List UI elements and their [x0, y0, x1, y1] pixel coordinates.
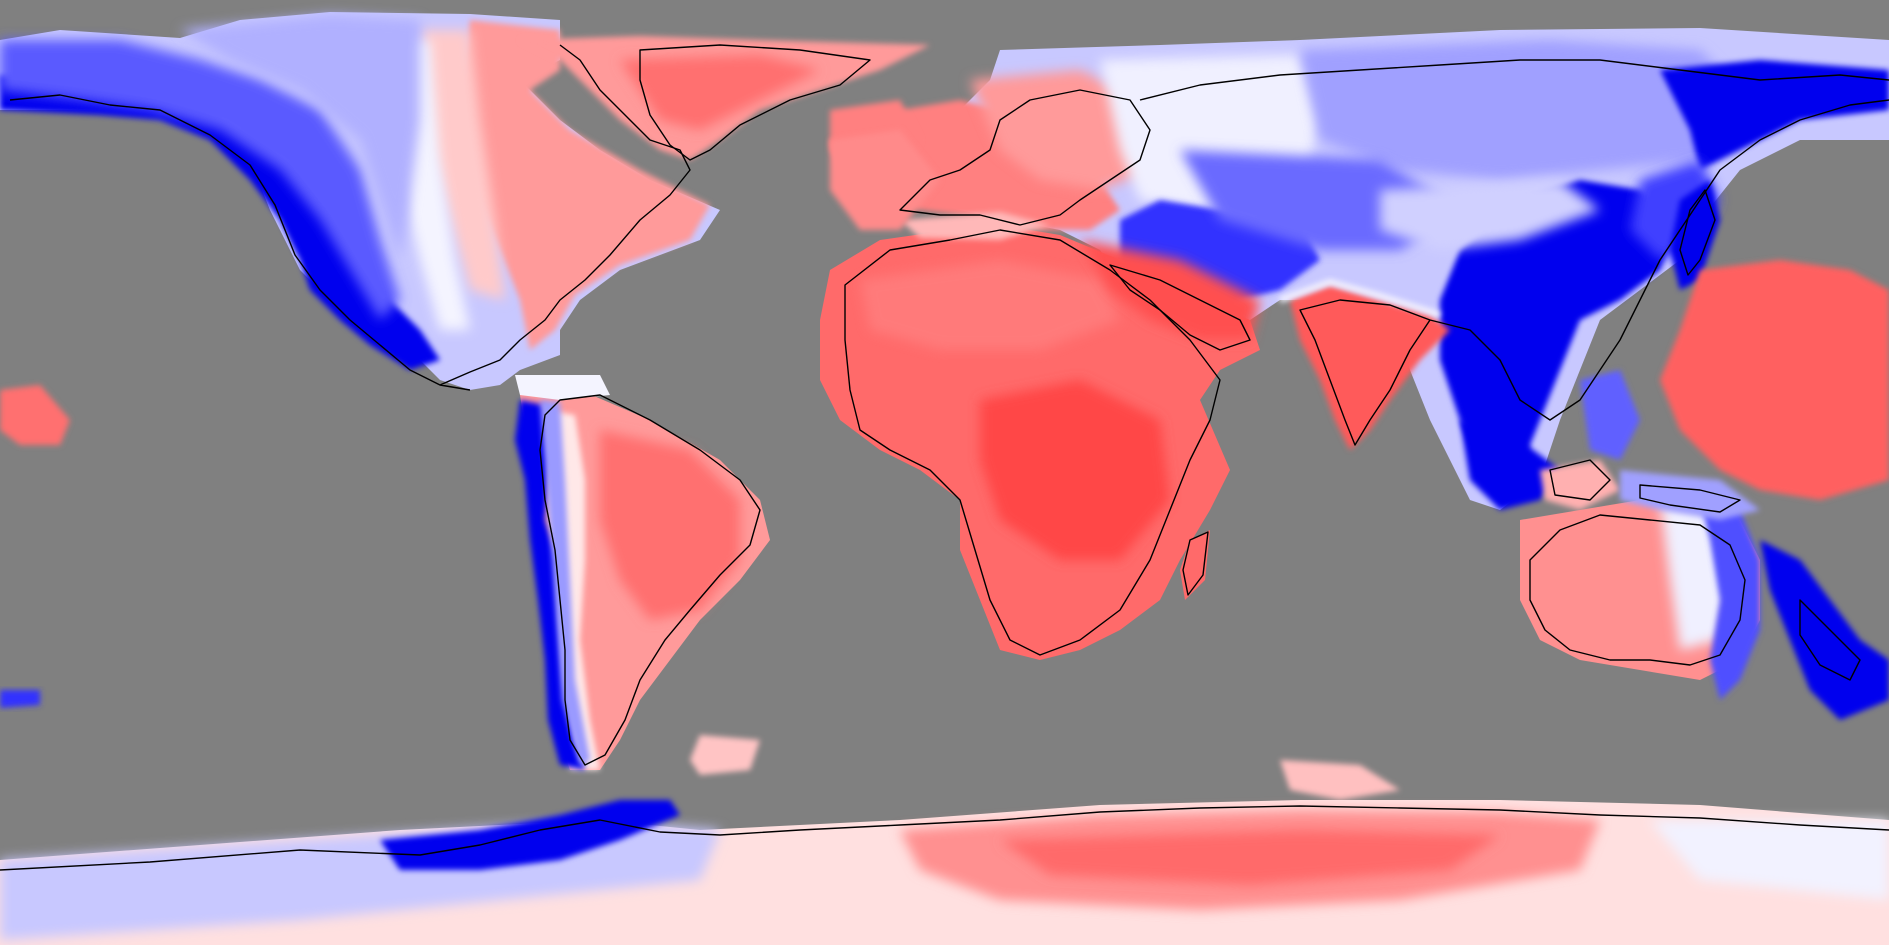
china-blue — [1440, 180, 1680, 500]
new-guinea-light-blue — [1620, 470, 1760, 520]
coast-japan — [1679, 189, 1716, 276]
pacific-island-blue — [0, 690, 40, 708]
caribbean-white — [515, 375, 610, 400]
region-south-america — [515, 375, 770, 775]
south-america-andes-blue — [515, 400, 585, 770]
coast-new-guinea — [1639, 484, 1741, 513]
indonesia-blue — [1460, 420, 1560, 510]
north-america-blue-west — [0, 75, 440, 370]
coast-africa — [844, 229, 1221, 656]
australia-east-blue — [1700, 500, 1760, 700]
sahara-red — [860, 260, 1120, 350]
new-zealand-blue — [1760, 540, 1889, 720]
coast-south-america — [539, 394, 761, 766]
hawaii-red — [0, 385, 70, 445]
coast-greenland — [639, 44, 871, 161]
coast-antarctica — [0, 805, 1889, 871]
south-america-strong-red — [600, 430, 740, 620]
coast-europe — [899, 89, 1151, 226]
middle-east-red — [1080, 240, 1260, 340]
region-north-america — [0, 12, 720, 390]
north-america-light-blue — [180, 15, 420, 260]
coast-north-america — [9, 44, 691, 391]
borneo-light-red — [1540, 460, 1620, 510]
philippines-blue — [1580, 370, 1640, 460]
north-america-mid-blue — [0, 40, 400, 320]
region-eurasia — [830, 28, 1889, 510]
coast-australia — [1529, 514, 1746, 666]
coastlines — [0, 44, 1889, 871]
siberia-light-blue — [1300, 40, 1760, 180]
region-africa — [820, 212, 1260, 660]
arctic-east-blue — [1660, 60, 1889, 170]
antarctic-peninsula-blue — [380, 800, 680, 870]
antarctica-east-core — [1000, 830, 1500, 885]
africa-strong-core — [980, 380, 1170, 560]
scandinavia-red — [970, 70, 1150, 190]
greenland-core — [620, 55, 820, 130]
antarctica-far-east-white — [1650, 820, 1889, 900]
north-america-red-east — [460, 20, 710, 350]
coast-madagascar — [1182, 531, 1209, 596]
coast-new-zealand — [1799, 599, 1861, 681]
coast-siberia — [1139, 59, 1889, 101]
japan-blue — [1670, 180, 1720, 290]
coast-east-asia — [1429, 99, 1889, 421]
north-america-light-red — [420, 30, 505, 300]
tierra-del-fuego-light — [690, 735, 760, 775]
coast-arabia — [1109, 264, 1251, 351]
north-atlantic-red — [830, 130, 940, 230]
india-white-rim — [1278, 278, 1441, 318]
south-america-light-blue — [540, 400, 590, 765]
falklands-red — [1280, 760, 1400, 800]
west-pacific-red — [1660, 260, 1889, 500]
region-antarctica — [0, 800, 1889, 945]
mongolia-light — [1380, 180, 1600, 250]
coast-india — [1299, 299, 1431, 446]
madagascar-red — [1180, 530, 1210, 600]
coast-borneo — [1549, 459, 1611, 501]
india-red — [1290, 285, 1450, 450]
mediterranean-light — [900, 212, 1050, 240]
